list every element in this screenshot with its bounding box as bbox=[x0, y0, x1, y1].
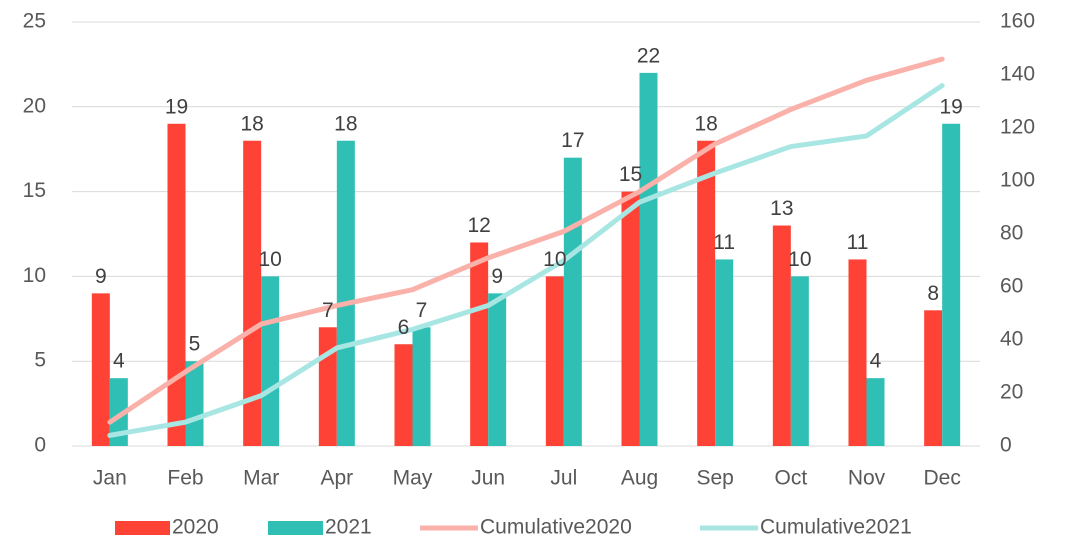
y-tick-label: 20 bbox=[23, 94, 46, 117]
data-label: 9 bbox=[95, 265, 107, 288]
data-label: 10 bbox=[258, 248, 281, 271]
y-tick-label: 25 bbox=[23, 10, 46, 33]
line bbox=[107, 56, 945, 425]
bar bbox=[772, 225, 791, 446]
data-label: 4 bbox=[870, 350, 882, 373]
data-label: 19 bbox=[165, 95, 188, 118]
bar bbox=[621, 191, 640, 446]
legend-label: 2020 bbox=[172, 516, 219, 539]
data-label: 18 bbox=[240, 112, 263, 135]
data-label: 5 bbox=[189, 333, 201, 356]
x-tick-label: Sep bbox=[696, 467, 733, 490]
x-tick-label: Jun bbox=[471, 467, 505, 490]
bar bbox=[715, 259, 734, 446]
y2-tick-label: 0 bbox=[1000, 434, 1012, 457]
bar bbox=[545, 276, 564, 446]
legend-swatch bbox=[115, 521, 170, 535]
x-tick-label: Feb bbox=[167, 467, 203, 490]
y2-tick-label: 20 bbox=[1000, 381, 1023, 404]
x-tick-label: Mar bbox=[243, 467, 279, 490]
bar bbox=[697, 140, 716, 446]
y2-tick-label: 120 bbox=[1000, 116, 1035, 139]
y-tick-label: 15 bbox=[23, 179, 46, 202]
data-label: 18 bbox=[694, 112, 717, 135]
data-label: 6 bbox=[398, 316, 410, 339]
bar bbox=[942, 123, 961, 446]
data-label: 13 bbox=[770, 197, 793, 220]
y2-tick-label: 100 bbox=[1000, 169, 1035, 192]
bar bbox=[167, 123, 186, 446]
bar bbox=[563, 157, 582, 446]
bar bbox=[318, 327, 337, 446]
x-tick-label: May bbox=[393, 467, 433, 490]
bar bbox=[412, 327, 431, 446]
data-label: 10 bbox=[788, 248, 811, 271]
y2-tick-label: 60 bbox=[1000, 275, 1023, 298]
x-tick-label: Dec bbox=[923, 467, 960, 490]
y2-tick-label: 40 bbox=[1000, 328, 1023, 351]
x-tick-label: Aug bbox=[621, 467, 658, 490]
x-tick-label: Apr bbox=[320, 467, 353, 490]
legend-label: Cumulative2020 bbox=[480, 516, 632, 539]
bar bbox=[394, 344, 413, 446]
x-tick-label: Jan bbox=[93, 467, 127, 490]
data-label: 8 bbox=[927, 282, 939, 305]
x-tick-label: Jul bbox=[550, 467, 577, 490]
data-label: 4 bbox=[113, 350, 125, 373]
x-tick-label: Oct bbox=[774, 467, 807, 490]
bar bbox=[261, 276, 280, 446]
bar bbox=[488, 293, 507, 446]
data-label: 9 bbox=[491, 265, 503, 288]
data-label: 19 bbox=[939, 95, 962, 118]
legend-label: Cumulative2021 bbox=[760, 516, 912, 539]
data-label: 11 bbox=[847, 231, 869, 254]
data-label: 18 bbox=[334, 112, 357, 135]
line bbox=[107, 83, 945, 438]
bar bbox=[185, 361, 204, 446]
x-tick-label: Nov bbox=[848, 467, 886, 490]
data-label: 17 bbox=[561, 129, 584, 152]
bar bbox=[470, 242, 489, 446]
y2-tick-label: 80 bbox=[1000, 222, 1023, 245]
bar bbox=[243, 140, 262, 446]
data-label: 7 bbox=[416, 299, 428, 322]
data-label: 22 bbox=[637, 44, 660, 67]
y-tick-label: 0 bbox=[34, 434, 46, 457]
bar bbox=[109, 378, 128, 446]
bar bbox=[790, 276, 809, 446]
y2-tick-label: 140 bbox=[1000, 63, 1035, 86]
bar bbox=[336, 140, 355, 446]
data-label: 11 bbox=[713, 231, 735, 254]
bar bbox=[924, 310, 943, 446]
legend-swatch bbox=[268, 521, 323, 535]
data-label: 12 bbox=[467, 214, 490, 237]
data-label: 15 bbox=[619, 163, 642, 186]
data-label: 7 bbox=[322, 299, 334, 322]
legend-label: 2021 bbox=[325, 516, 372, 539]
bar bbox=[639, 72, 658, 446]
y-tick-label: 5 bbox=[34, 349, 46, 372]
bar bbox=[866, 378, 885, 446]
bar bbox=[848, 259, 867, 446]
bar bbox=[91, 293, 110, 446]
y2-tick-label: 160 bbox=[1000, 10, 1035, 33]
data-label: 10 bbox=[543, 248, 566, 271]
y-tick-label: 10 bbox=[23, 264, 46, 287]
